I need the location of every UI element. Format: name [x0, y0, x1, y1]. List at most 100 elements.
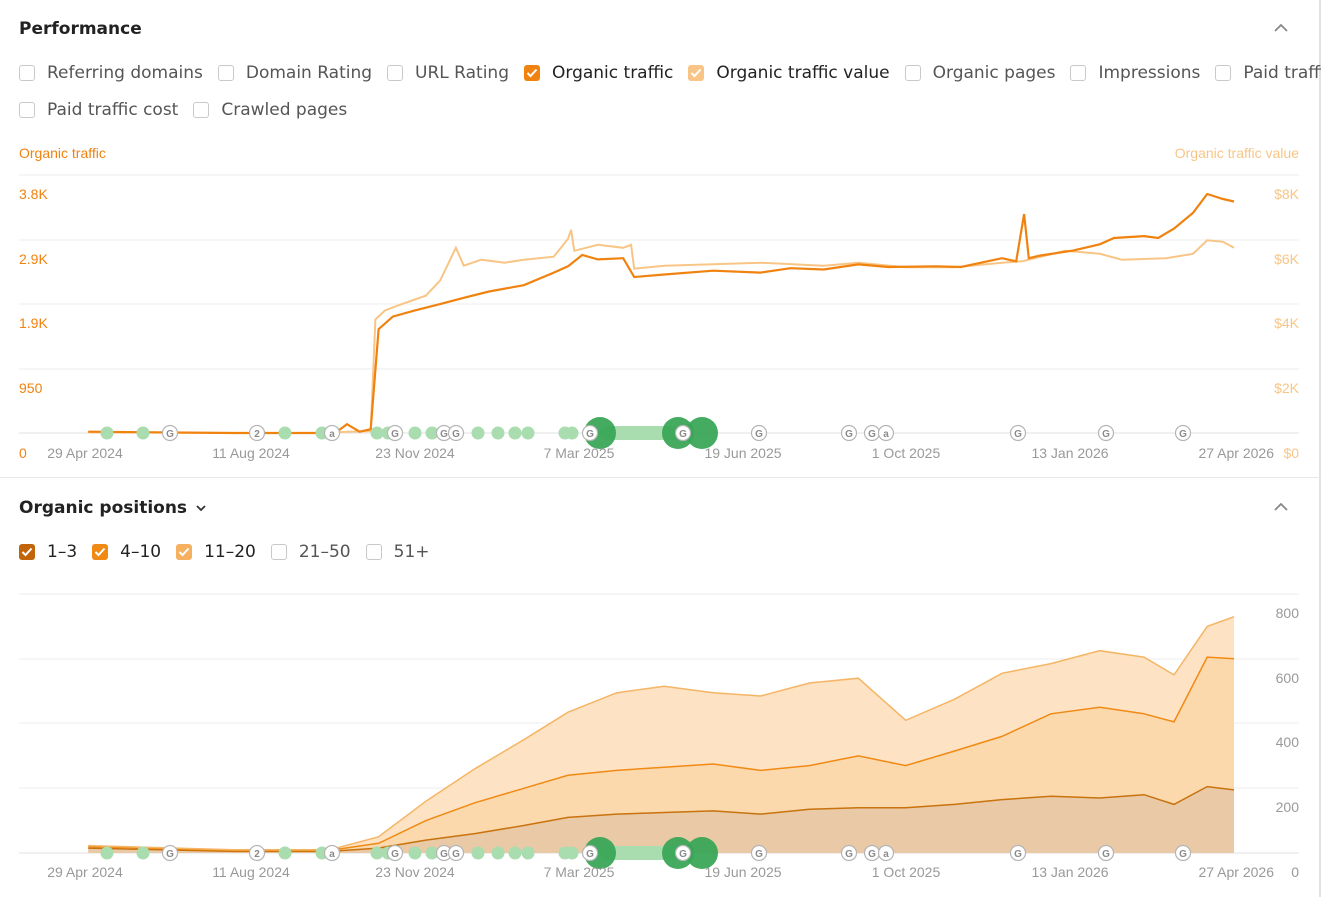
announcement-icon[interactable]: a — [877, 844, 895, 862]
svg-text:a: a — [329, 429, 335, 440]
svg-text:G: G — [1102, 429, 1110, 440]
google-update-icon[interactable]: G — [840, 844, 858, 862]
update-marker-dot[interactable] — [136, 846, 150, 860]
update-marker-dot[interactable] — [370, 426, 384, 440]
collapse-performance-button[interactable] — [1274, 23, 1288, 37]
google-update-icon[interactable]: G — [386, 844, 404, 862]
svg-text:G: G — [452, 849, 460, 860]
google-update-icon[interactable]: G — [750, 424, 768, 442]
position-checkbox-4-10[interactable]: 4–10 — [92, 542, 161, 562]
checkbox-empty-icon — [387, 65, 404, 81]
svg-text:a: a — [883, 849, 889, 860]
update-marker-dot[interactable] — [565, 426, 579, 440]
x-tick-label: 19 Jun 2025 — [704, 445, 781, 461]
announcement-icon[interactable]: a — [877, 424, 895, 442]
google-update-icon[interactable]: G — [863, 844, 881, 862]
update-marker-cluster[interactable] — [600, 426, 680, 440]
google-update-icon[interactable]: G — [1009, 844, 1027, 862]
position-checkbox-11-20[interactable]: 11–20 — [176, 542, 256, 562]
metric-checkbox-organic-traffic[interactable]: Organic traffic — [524, 63, 673, 83]
google-update-icon[interactable]: G — [161, 424, 179, 442]
position-checkbox-1-3[interactable]: 1–3 — [19, 542, 77, 562]
google-update-icon[interactable]: G — [1174, 844, 1192, 862]
google-update-icon[interactable]: G — [863, 424, 881, 442]
svg-text:G: G — [1014, 849, 1022, 860]
collapse-positions-button[interactable] — [1274, 502, 1288, 516]
update-marker-dot[interactable] — [278, 846, 292, 860]
google-update-icon[interactable]: G — [1097, 844, 1115, 862]
checkbox-empty-icon — [1215, 65, 1232, 81]
core-update-marker[interactable] — [584, 417, 616, 449]
google-update-icon[interactable]: G — [674, 844, 692, 862]
update-marker-dot[interactable] — [370, 846, 384, 860]
core-update-marker[interactable] — [584, 837, 616, 869]
update-marker-dot[interactable] — [408, 846, 422, 860]
svg-text:G: G — [1102, 849, 1110, 860]
metric-checkbox-organic-traffic-value[interactable]: Organic traffic value — [688, 63, 890, 83]
metric-checkbox-organic-pages[interactable]: Organic pages — [904, 63, 1055, 83]
count-badge[interactable]: 2 — [248, 424, 266, 442]
core-update-marker[interactable] — [686, 837, 718, 869]
count-badge[interactable]: 2 — [248, 844, 266, 862]
google-update-icon[interactable]: G — [447, 424, 465, 442]
update-marker-dot[interactable] — [471, 426, 485, 440]
google-update-icon[interactable]: G — [581, 424, 599, 442]
metric-checkbox-domain-rating[interactable]: Domain Rating — [217, 63, 372, 83]
metric-checkbox-paid-traffic-cost[interactable]: Paid traffic cost — [19, 100, 178, 120]
google-update-icon[interactable]: G — [1174, 424, 1192, 442]
positions-dropdown[interactable]: Organic positions — [19, 498, 207, 518]
svg-text:G: G — [679, 429, 687, 440]
checkbox-label: Organic traffic — [552, 63, 674, 83]
y-right-tick-label: $4K — [1274, 315, 1300, 331]
update-marker-dot[interactable] — [278, 426, 292, 440]
google-update-icon[interactable]: G — [1097, 424, 1115, 442]
metric-checkbox-referring-domains[interactable]: Referring domains — [19, 63, 203, 83]
x-tick-label: 11 Aug 2024 — [212, 445, 290, 461]
google-update-icon[interactable]: G — [750, 844, 768, 862]
update-marker-dot[interactable] — [136, 426, 150, 440]
update-marker-dot[interactable] — [521, 426, 535, 440]
checkbox-empty-icon — [1070, 65, 1087, 81]
position-checkbox-51[interactable]: 51+ — [365, 542, 430, 562]
checkbox-empty-icon — [365, 544, 382, 560]
core-update-marker[interactable] — [686, 417, 718, 449]
y-left-tick-label: 3.8K — [19, 186, 48, 202]
update-marker-dot[interactable] — [425, 846, 439, 860]
update-marker-dot[interactable] — [100, 846, 114, 860]
update-marker-cluster[interactable] — [600, 846, 680, 860]
google-update-icon[interactable]: G — [674, 424, 692, 442]
update-marker-dot[interactable] — [521, 846, 535, 860]
metric-checkbox-impressions[interactable]: Impressions — [1070, 63, 1200, 83]
announcement-icon[interactable]: a — [323, 844, 341, 862]
x-tick-label: 1 Oct 2025 — [872, 445, 941, 461]
right-axis-title: Organic traffic value — [1175, 145, 1299, 161]
google-update-icon[interactable]: G — [386, 424, 404, 442]
announcement-icon[interactable]: a — [323, 424, 341, 442]
update-marker-dot[interactable] — [425, 426, 439, 440]
update-marker-dot[interactable] — [491, 426, 505, 440]
update-marker-dot[interactable] — [491, 846, 505, 860]
metrics-row-2: Paid traffic cost Crawled pages — [19, 100, 362, 120]
google-update-icon[interactable]: G — [840, 424, 858, 442]
metric-checkbox-url-rating[interactable]: URL Rating — [387, 63, 509, 83]
checkbox-label: Referring domains — [47, 63, 203, 83]
update-marker-dot[interactable] — [565, 846, 579, 860]
checkbox-empty-icon — [19, 102, 35, 118]
update-marker-dot[interactable] — [471, 846, 485, 860]
metric-checkbox-crawled-pages[interactable]: Crawled pages — [193, 100, 347, 120]
position-checkbox-21-50[interactable]: 21–50 — [270, 542, 351, 562]
update-marker-dot[interactable] — [408, 426, 422, 440]
checkbox-checked-icon — [92, 544, 109, 560]
google-update-icon[interactable]: G — [1009, 424, 1027, 442]
metric-checkbox-paid-traffic[interactable]: Paid traffic — [1215, 63, 1321, 83]
google-update-icon[interactable]: G — [161, 844, 179, 862]
update-marker-dot[interactable] — [508, 426, 522, 440]
update-marker-dot[interactable] — [508, 846, 522, 860]
svg-text:G: G — [166, 849, 174, 860]
update-marker-dot[interactable] — [100, 426, 114, 440]
google-update-icon[interactable]: G — [447, 844, 465, 862]
x-tick-label: 11 Aug 2024 — [212, 864, 290, 880]
google-update-icon[interactable]: G — [581, 844, 599, 862]
svg-text:2: 2 — [254, 849, 260, 860]
y-right-tick-label: $2K — [1274, 380, 1300, 396]
